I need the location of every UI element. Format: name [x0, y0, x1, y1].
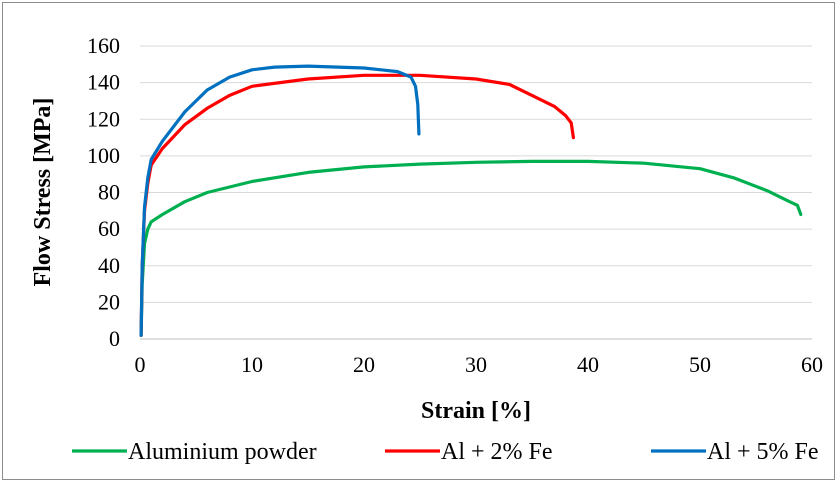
legend-label: Al + 2% Fe: [441, 439, 553, 465]
x-tick-label: 30: [465, 352, 487, 377]
y-tick-label: 60: [98, 216, 120, 241]
x-tick-label: 0: [135, 352, 146, 377]
y-tick-label: 160: [87, 33, 120, 58]
series-lines: [139, 64, 803, 337]
y-axis-title: Flow Stress [MPa]: [30, 98, 56, 287]
y-tick-label: 0: [109, 326, 120, 351]
x-tick-label: 20: [353, 352, 375, 377]
tick-labels: 0 20 40 60 80 100 120 140 160 0 10 20 30 40 50 60: [87, 33, 823, 377]
series-line: [139, 73, 575, 337]
y-tick-label: 20: [98, 289, 120, 314]
x-axis-title: Strain [%]: [421, 398, 531, 424]
series-line: [139, 64, 421, 337]
legend-label: Al + 5% Fe: [707, 439, 819, 465]
x-tick-label: 60: [801, 352, 823, 377]
legend: Aluminium powder Al + 2% Fe Al + 5% Fe: [72, 439, 819, 465]
y-tick-label: 80: [98, 180, 120, 205]
legend-label: Aluminium powder: [128, 439, 317, 465]
y-tick-label: 40: [98, 253, 120, 278]
y-tick-label: 100: [87, 143, 120, 168]
x-tick-label: 50: [689, 352, 711, 377]
y-tick-label: 120: [87, 106, 120, 131]
y-tick-label: 140: [87, 70, 120, 95]
series-line: [139, 159, 803, 337]
gridlines: [140, 45, 812, 340]
x-tick-label: 40: [577, 352, 599, 377]
x-tick-label: 10: [241, 352, 263, 377]
